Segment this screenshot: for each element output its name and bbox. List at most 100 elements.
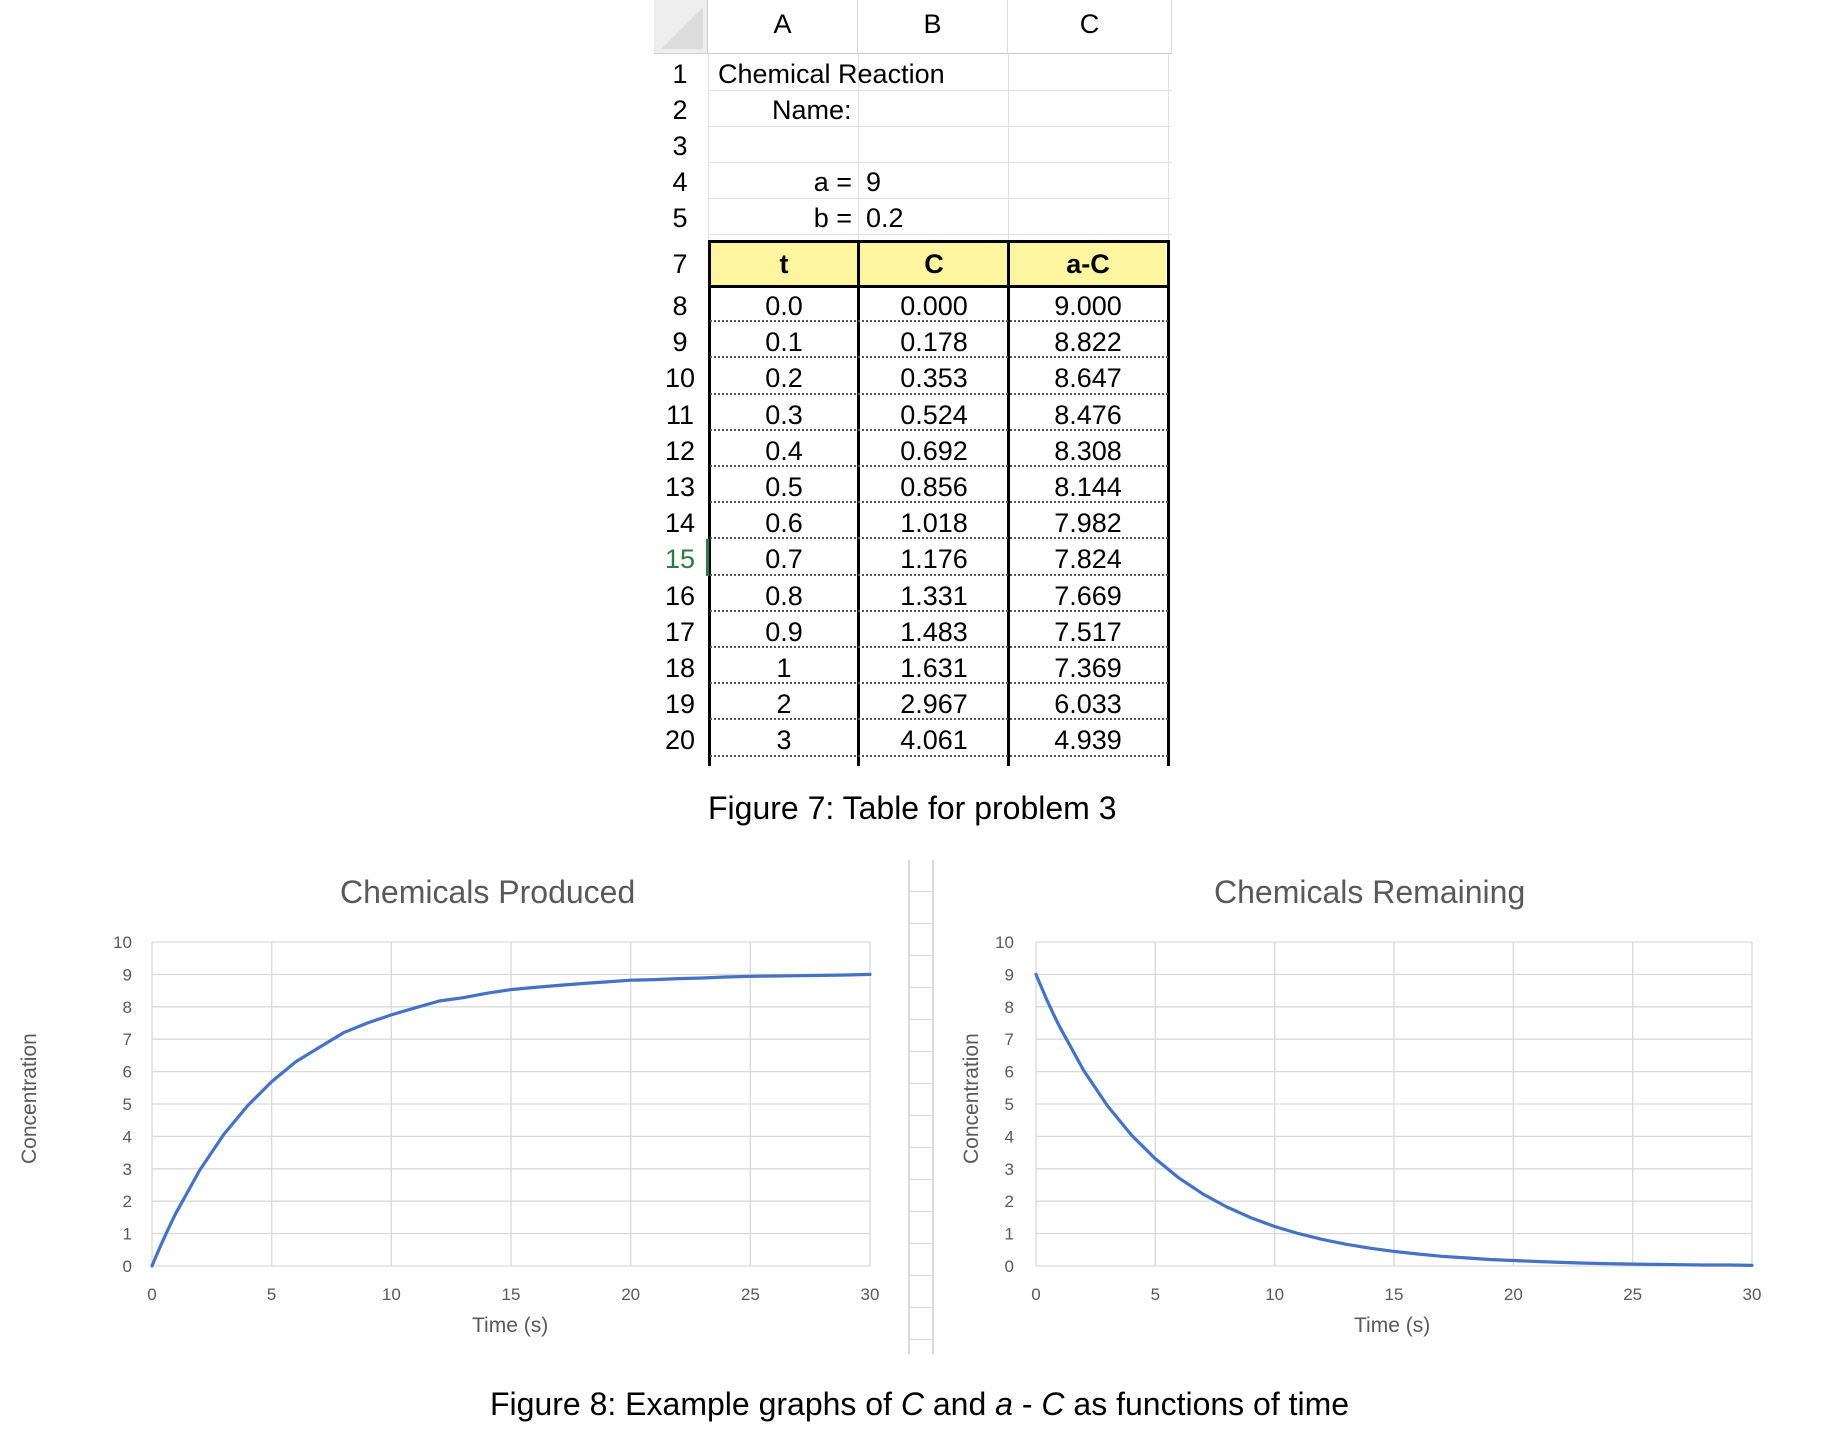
x-tick-label: 0: [1031, 1285, 1040, 1304]
column-header-b[interactable]: B: [858, 0, 1008, 54]
table-border: [1167, 240, 1170, 766]
table-cell-t[interactable]: 0.6: [765, 508, 803, 539]
chart-chemicals-remaining: Chemicals Remaining Time (s) Concentrati…: [884, 864, 1784, 1364]
row-header[interactable]: 20: [664, 725, 696, 756]
row-separator: [710, 682, 1168, 685]
cell-b5-b-value[interactable]: 0.2: [866, 203, 904, 233]
gridline: [708, 90, 1172, 91]
table-cell-c[interactable]: 1.331: [900, 580, 968, 611]
row-header[interactable]: 17: [664, 616, 696, 647]
table-cell-ac[interactable]: 4.939: [1054, 725, 1122, 756]
x-tick-label: 0: [147, 1285, 156, 1304]
row-header[interactable]: 11: [665, 399, 695, 430]
row-header[interactable]: 7: [672, 249, 688, 279]
chart-plot: 0 1 2 3 4 5 6 7 8 9 10 0 5 10 15 20 25 30: [995, 933, 1761, 1304]
table-cell-c[interactable]: 0.000: [900, 291, 968, 321]
gridline: [708, 162, 1172, 163]
table-cell-t[interactable]: 0.9: [765, 616, 803, 647]
table-cell-ac[interactable]: 8.822: [1054, 327, 1122, 358]
table-cell-ac[interactable]: 9.000: [1054, 291, 1122, 321]
table-cell-t[interactable]: 1: [776, 653, 792, 683]
row-header[interactable]: 14: [664, 508, 696, 539]
row-header[interactable]: 13: [664, 472, 696, 502]
table-cell-ac[interactable]: 7.982: [1054, 508, 1122, 539]
table-cell-t[interactable]: 3: [776, 725, 792, 756]
caption-var: C: [1041, 1386, 1065, 1422]
y-tick-label: 4: [1005, 1127, 1014, 1146]
series-line: [1034, 972, 1754, 1267]
table-cell-t[interactable]: 0.7: [765, 544, 803, 575]
table-cell-t[interactable]: 0.3: [765, 399, 803, 430]
row-header[interactable]: 16: [664, 580, 696, 611]
y-tick-label: 5: [1005, 1095, 1014, 1114]
x-tick-label: 10: [382, 1285, 401, 1304]
row-header[interactable]: 9: [672, 327, 688, 358]
table-cell-c[interactable]: 4.061: [900, 725, 968, 756]
row-header[interactable]: 10: [664, 363, 696, 394]
table-cell-ac[interactable]: 8.647: [1054, 363, 1122, 394]
table-cell-c[interactable]: 0.178: [900, 327, 968, 358]
table-border: [708, 240, 711, 766]
row-header[interactable]: 8: [672, 291, 688, 321]
cell-a4-a-label[interactable]: a =: [813, 167, 852, 197]
table-cell-t[interactable]: 0.0: [765, 291, 803, 321]
column-header-c[interactable]: C: [1008, 0, 1172, 54]
gridline: [708, 234, 1172, 235]
table-cell-t[interactable]: 0.5: [765, 472, 803, 502]
figure8-caption: Figure 8: Example graphs of C and a - C …: [490, 1386, 1349, 1423]
y-tick-label: 10: [113, 933, 132, 952]
table-border: [708, 285, 1170, 288]
y-tick-label: 3: [1005, 1160, 1014, 1179]
column-header-a[interactable]: A: [708, 0, 858, 54]
table-header-t[interactable]: t: [710, 242, 858, 286]
table-cell-ac[interactable]: 7.669: [1054, 580, 1122, 611]
row-header[interactable]: 19: [664, 689, 696, 720]
table-cell-ac[interactable]: 6.033: [1054, 689, 1122, 720]
row-header[interactable]: 15: [664, 544, 696, 575]
table-cell-c[interactable]: 1.631: [900, 653, 968, 683]
table-cell-t[interactable]: 0.8: [765, 580, 803, 611]
row-separator: [710, 609, 1168, 612]
table-cell-ac[interactable]: 7.369: [1054, 653, 1122, 683]
spreadsheet: A B C 1 2 3 4 5 Chemical Reaction Name: …: [654, 0, 1172, 766]
table-header-c[interactable]: C: [860, 242, 1008, 286]
select-all-corner[interactable]: [654, 0, 708, 54]
x-tick-label: 25: [1623, 1285, 1642, 1304]
table-cell-ac[interactable]: 8.144: [1054, 472, 1122, 502]
table-cell-ac[interactable]: 7.824: [1054, 544, 1122, 575]
row-separator: [710, 646, 1168, 648]
table-cell-c[interactable]: 1.018: [900, 508, 968, 539]
gridline: [708, 198, 1172, 199]
table-cell-ac[interactable]: 7.517: [1054, 616, 1122, 647]
table-cell-c[interactable]: 2.967: [900, 689, 968, 720]
y-tick-label: 7: [1005, 1030, 1014, 1049]
row-header[interactable]: 1: [672, 59, 688, 89]
row-header[interactable]: 12: [664, 435, 696, 466]
row-separator: [710, 573, 1168, 576]
table-cell-t[interactable]: 0.2: [765, 363, 803, 394]
row-header[interactable]: 4: [672, 167, 688, 197]
cell-b4-a-value[interactable]: 9: [866, 167, 882, 197]
table-cell-c[interactable]: 0.524: [900, 399, 968, 430]
row-header[interactable]: 3: [672, 131, 688, 161]
table-header-a-minus-c[interactable]: a-C: [1010, 242, 1166, 286]
cell-a5-b-label[interactable]: b =: [813, 203, 852, 233]
table-cell-c[interactable]: 1.483: [900, 616, 968, 647]
cell-a2-name-label[interactable]: Name:: [772, 95, 852, 125]
table-cell-c[interactable]: 0.353: [900, 363, 968, 394]
x-tick-label: 20: [1504, 1285, 1523, 1304]
row-header[interactable]: 5: [672, 203, 688, 233]
row-header[interactable]: 18: [664, 653, 696, 683]
cell-a1-title[interactable]: Chemical Reaction: [718, 59, 945, 89]
table-cell-c[interactable]: 0.856: [900, 472, 968, 502]
table-cell-t[interactable]: 0.4: [765, 435, 803, 466]
chart-chemicals-produced: Chemicals Produced Time (s) Concentratio…: [0, 864, 900, 1364]
y-tick-label: 6: [123, 1063, 132, 1082]
table-cell-c[interactable]: 1.176: [900, 544, 968, 575]
table-cell-ac[interactable]: 8.476: [1054, 399, 1122, 430]
row-header[interactable]: 2: [672, 95, 688, 125]
table-cell-c[interactable]: 0.692: [900, 435, 968, 466]
table-cell-t[interactable]: 2: [776, 689, 792, 720]
table-cell-t[interactable]: 0.1: [765, 327, 803, 358]
table-cell-ac[interactable]: 8.308: [1054, 435, 1122, 466]
